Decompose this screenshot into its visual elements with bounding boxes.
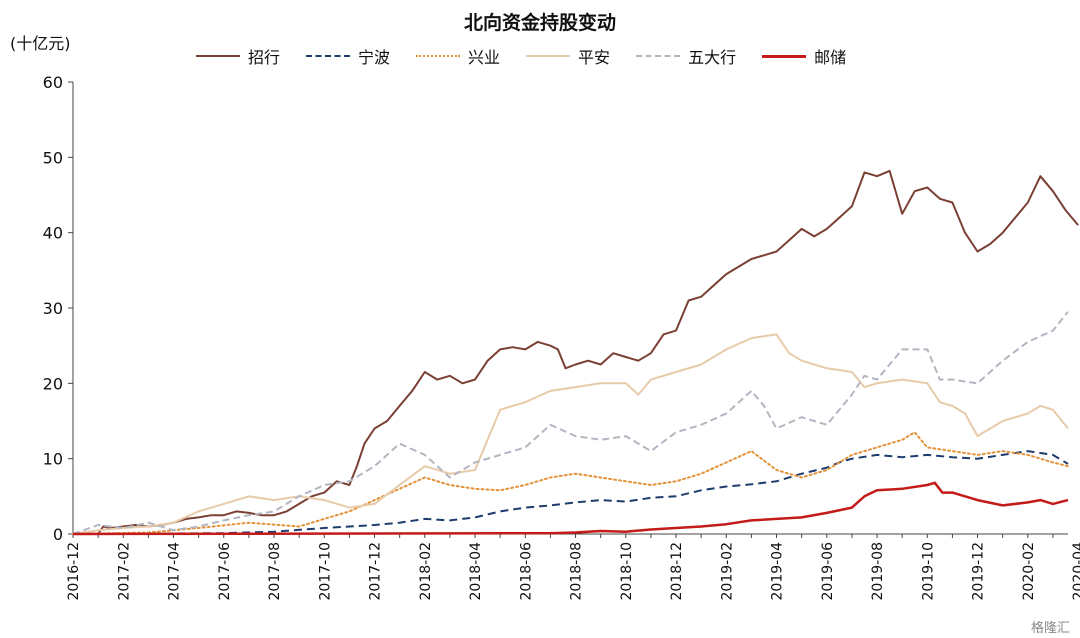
series-line-1 (72, 450, 1069, 535)
series-line-0 (73, 169, 1079, 535)
legend-item: 兴业 (416, 44, 500, 68)
x-tick-label: 2019-10 (920, 542, 936, 601)
x-tick-label: 2018-08 (569, 542, 585, 601)
x-tick-label: 2018-02 (418, 542, 434, 601)
x-tick-label: 2017-10 (317, 542, 333, 601)
x-tick-label: 2019-06 (820, 542, 836, 601)
x-tick-label: 2019-12 (971, 542, 987, 601)
legend-swatch (416, 55, 461, 57)
x-tick-label: 2020-04 (1071, 542, 1080, 601)
x-tick-label: 2016-12 (66, 542, 82, 601)
legend-swatch (526, 55, 571, 57)
legend-item: 邮储 (762, 44, 846, 68)
y-tick-label: 0 (53, 525, 63, 544)
x-tick-label: 2017-12 (368, 542, 384, 601)
x-tick-label: 2017-04 (167, 542, 183, 601)
x-tick-label: 2017-02 (116, 542, 132, 601)
y-axis-unit-label: (十亿元) (10, 34, 71, 53)
legend-label: 招行 (248, 48, 281, 67)
series-line-4 (72, 311, 1069, 535)
legend-item: 平安 (526, 44, 610, 68)
legend-item: 宁波 (306, 44, 390, 68)
x-tick-label: 2020-02 (1021, 542, 1037, 601)
series-line-5 (72, 481, 1069, 536)
legend-label: 邮储 (814, 48, 847, 67)
legend-swatch (196, 55, 240, 57)
legend-label: 五大行 (688, 48, 737, 67)
legend-swatch (762, 54, 807, 58)
legend-label: 兴业 (468, 48, 501, 67)
y-tick-label: 20 (43, 374, 63, 393)
x-tick-label: 2018-12 (669, 542, 685, 601)
x-tick-label: 2017-06 (217, 542, 233, 601)
y-tick-label: 40 (43, 224, 63, 243)
series-line-2 (72, 431, 1069, 535)
legend-label: 宁波 (358, 48, 391, 67)
legend-item: 招行 (196, 44, 280, 68)
legend-item: 五大行 (636, 44, 736, 68)
legend-swatch (306, 55, 351, 57)
legend-swatch (636, 55, 681, 57)
legend-label: 平安 (578, 48, 611, 67)
y-tick-label: 30 (43, 299, 63, 318)
x-tick-label: 2017-08 (267, 542, 283, 601)
x-tick-label: 2018-06 (518, 542, 534, 601)
chart-legend: 招行 宁波 兴业 平安 五大行 邮储 (196, 44, 872, 68)
y-tick-label: 60 (43, 73, 63, 92)
series-line-3 (72, 333, 1069, 535)
y-tick-label: 10 (43, 450, 63, 469)
x-tick-label: 2019-02 (719, 542, 735, 601)
x-tick-label: 2019-08 (870, 542, 886, 601)
y-tick-label: 50 (43, 148, 63, 167)
chart-title: 北向资金持股变动 (463, 12, 616, 34)
x-tick-label: 2018-04 (468, 542, 484, 601)
x-tick-label: 2018-10 (619, 542, 635, 601)
watermark-logo: 格隆汇 (1030, 621, 1070, 636)
x-tick-label: 2019-04 (770, 542, 786, 601)
